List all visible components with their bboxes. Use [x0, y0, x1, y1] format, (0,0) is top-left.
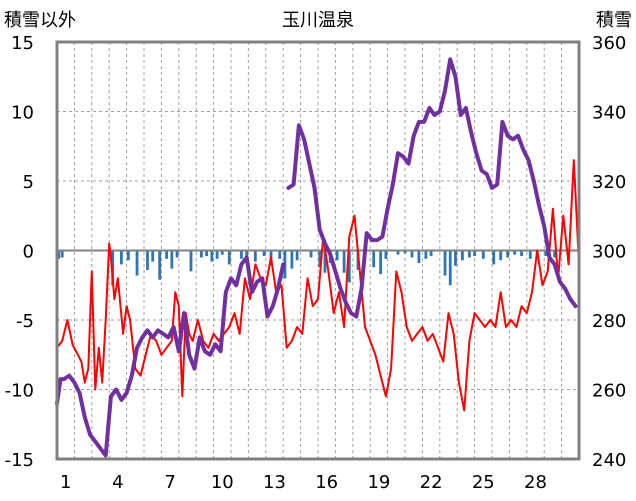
precip-bar [528, 250, 532, 259]
precip-bar [342, 250, 346, 273]
x-tick-label: 22 [420, 472, 443, 493]
right-tick-label: 360 [592, 33, 626, 54]
precip-bar [335, 250, 339, 261]
precip-bar [499, 250, 503, 261]
x-tick-label: 28 [524, 472, 547, 493]
precip-bar [384, 250, 388, 259]
precip-bar [165, 250, 169, 259]
chart-title: 玉川温泉 [282, 10, 354, 31]
precip-bar [295, 250, 299, 261]
precip-bar [454, 250, 457, 266]
precip-bar [429, 250, 433, 257]
precip-bar [253, 250, 257, 262]
precip-bar [175, 250, 179, 258]
precip-bar [135, 250, 139, 276]
x-tick-label: 7 [164, 472, 175, 493]
precip-bar [200, 250, 203, 258]
precip-bar [417, 250, 421, 264]
precip-bar [126, 250, 130, 261]
right-tick-label: 260 [592, 381, 626, 402]
x-tick-label: 25 [472, 472, 495, 493]
precip-bar [372, 250, 376, 268]
x-tick-label: 1 [60, 472, 71, 493]
precip-bar [443, 250, 447, 276]
snow-depth-line [55, 255, 286, 458]
left-tick-label: 0 [23, 242, 34, 263]
precip-bar [318, 250, 322, 268]
precip-bar [309, 250, 313, 258]
precip-bar [262, 250, 266, 257]
precip-bar [151, 250, 155, 262]
precip-bar [396, 250, 400, 255]
precip-bar [492, 250, 496, 265]
precip-bar [290, 250, 294, 269]
left-axis-label: 積雪以外 [4, 10, 76, 31]
precip-bar [467, 250, 471, 258]
plot-frame [55, 40, 581, 461]
precip-bar [146, 250, 149, 270]
precip-bar [215, 250, 219, 259]
right-axis-label: 積雪 [596, 10, 632, 31]
precip-bar [158, 250, 162, 280]
snow-depth-line [286, 57, 578, 319]
left-tick-label: -10 [5, 381, 34, 402]
left-tick-label: 10 [11, 103, 34, 124]
precip-bar [170, 250, 174, 269]
left-tick-label: -15 [5, 450, 34, 471]
precip-bar [240, 250, 243, 259]
precip-bar [210, 250, 214, 262]
precip-bar [553, 250, 557, 258]
precip-bar [60, 250, 64, 258]
precip-bar [278, 250, 282, 259]
series-lines [55, 57, 580, 458]
temperature-line [56, 159, 580, 412]
precip-bar [513, 250, 517, 255]
precip-bar [347, 250, 351, 283]
right-tick-label: 300 [592, 242, 626, 263]
precip-bar [379, 250, 383, 275]
precip-bar [227, 250, 231, 265]
x-tick-label: 19 [367, 472, 390, 493]
left-tick-label: 5 [23, 172, 34, 193]
precip-bar [481, 250, 485, 259]
precip-bar [189, 250, 193, 272]
precip-bar [410, 250, 414, 258]
x-tick-label: 4 [112, 472, 123, 493]
right-tick-label: 240 [592, 450, 626, 471]
precip-bar [57, 250, 61, 259]
tick-labels: -15 -10 -5 0 5 10 15 240 260 280 300 320 340 360 1 4 7 10… [5, 33, 627, 493]
x-tick-label: 13 [263, 472, 286, 493]
precip-bar [461, 250, 464, 261]
precip-bar [403, 250, 407, 254]
precip-bar [220, 250, 224, 255]
precip-bar [205, 250, 209, 257]
x-tick-label: 10 [211, 472, 234, 493]
precip-bar [424, 250, 428, 259]
precip-bar [506, 250, 510, 258]
precip-bar [119, 250, 123, 265]
precip-bar [544, 250, 548, 257]
right-tick-label: 280 [592, 311, 626, 332]
precip-bar [448, 250, 452, 286]
precip-bar [323, 250, 327, 273]
precip-bar [245, 250, 249, 257]
right-tick-label: 320 [592, 172, 626, 193]
precip-bar [520, 250, 523, 257]
precip-bar [473, 250, 476, 257]
left-tick-label: 15 [11, 33, 34, 54]
x-tick-label: 16 [315, 472, 338, 493]
left-tick-label: -5 [16, 311, 34, 332]
right-tick-label: 340 [592, 103, 626, 124]
